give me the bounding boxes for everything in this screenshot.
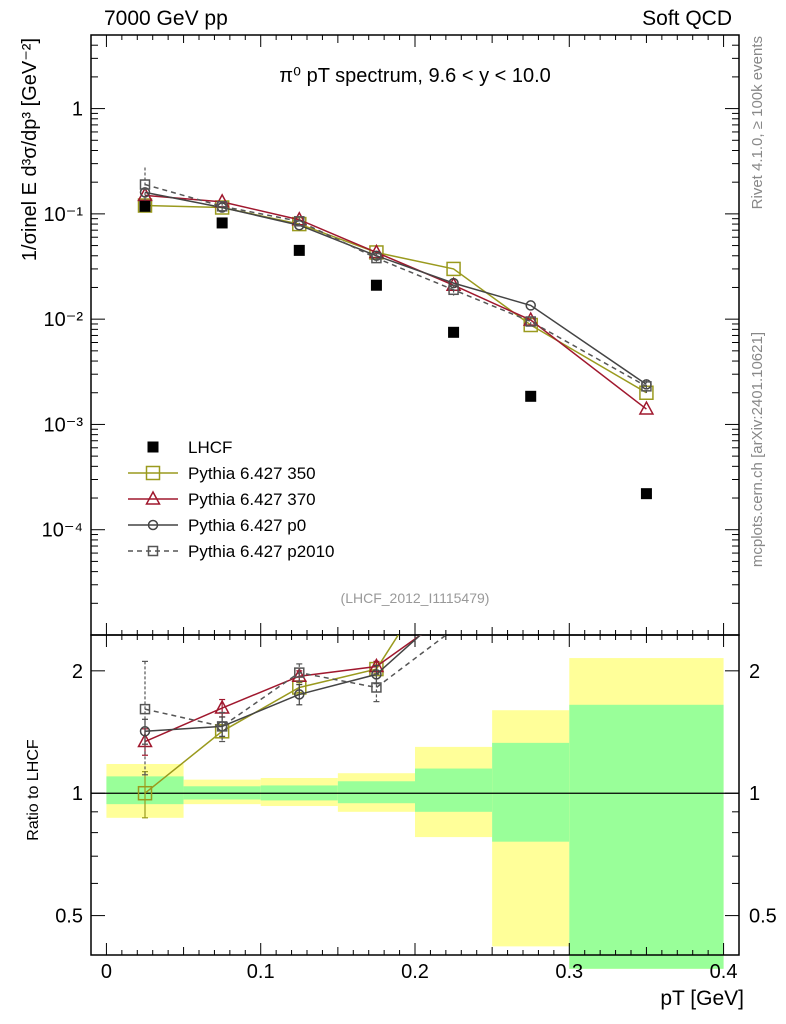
y-axis-label-ratio: Ratio to LHCF: [25, 739, 42, 841]
y-tick-label-ratio-right: 1: [749, 783, 760, 805]
legend-marker: [145, 490, 161, 505]
header-right: Soft QCD: [642, 7, 732, 30]
legend: LHCF Pythia 6.427 350 Pythia 6.427 370 Pyth…: [128, 438, 335, 561]
series-line: [144, 183, 647, 388]
data-point: [370, 279, 382, 291]
band-inner: [569, 704, 724, 969]
band-inner: [415, 768, 493, 812]
y-tick-label-ratio-right: 0.5: [749, 906, 777, 928]
legend-marker: [147, 519, 159, 531]
legend-label: LHCF: [188, 438, 232, 457]
series-point: [139, 179, 151, 190]
legend-label: Pythia 6.427 p2010: [188, 542, 335, 561]
tick-labels: 0 0.1 0.2 0.3 0.4 1 10⁻¹ 10⁻² 10⁻³ 10⁻⁴ 0.5 0.5 1 1 2 2: [42, 99, 777, 983]
legend-marker: [147, 545, 159, 557]
main-series: [137, 167, 655, 500]
series-point: [371, 252, 382, 264]
legend-marker: [145, 465, 161, 481]
legend-label: Pythia 6.427 p0: [188, 516, 306, 535]
legend-marker: [147, 441, 159, 453]
y-tick-label-main: 10⁻²: [44, 309, 84, 331]
ratio-point: [139, 703, 151, 715]
ratio-uncertainty-bands: [91, 658, 739, 969]
series-point: [216, 201, 228, 212]
x-tick-label: 0.3: [555, 961, 583, 983]
x-tick-label: 0.4: [710, 961, 738, 983]
series-point: [641, 381, 652, 392]
series-point: [446, 261, 461, 277]
analysis-tag: (LHCF_2012_I1115479): [341, 590, 490, 606]
ratio-point: [137, 785, 153, 801]
header-left: 7000 GeV pp: [104, 7, 228, 30]
series-point: [525, 316, 536, 327]
x-axis-label: pT [GeV]: [660, 987, 744, 1010]
y-tick-label-main: 10⁻⁴: [42, 520, 83, 542]
series-point: [525, 300, 536, 311]
data-point: [640, 488, 652, 500]
y-tick-label-ratio: 0.5: [55, 906, 83, 928]
y-tick-label-main: 10⁻³: [44, 414, 84, 436]
y-tick-label-main: 10⁻¹: [44, 204, 84, 226]
data-point: [525, 390, 537, 402]
series-point: [294, 216, 305, 227]
band-inner: [337, 781, 415, 804]
x-tick-label: 0.2: [401, 961, 429, 983]
ratio-point: [371, 682, 382, 693]
y-tick-label-ratio: 2: [72, 661, 83, 683]
ratio-point: [294, 689, 305, 700]
y-tick-label-ratio-right: 2: [749, 661, 760, 683]
axis-ticks: [91, 34, 739, 955]
data-point: [293, 244, 305, 256]
chart-title: π⁰ pT spectrum, 9.6 < y < 10.0: [279, 65, 551, 87]
data-point: [216, 217, 228, 229]
y-axis-label-main: 1/σinel E d³σ/dp³ [GeV⁻²]: [19, 38, 41, 261]
ratio-point: [371, 669, 382, 680]
x-tick-label: 0.1: [247, 961, 275, 983]
rivet-label: Rivet 4.1.0, ≥ 100k events: [749, 36, 766, 209]
legend-label: Pythia 6.427 370: [188, 490, 316, 509]
series-point: [448, 284, 459, 296]
y-tick-label-ratio: 1: [72, 783, 83, 805]
y-tick-label-main: 1: [72, 99, 83, 121]
mcplots-label: mcplots.cern.ch [arXiv:2401.10621]: [749, 332, 766, 567]
x-tick-label: 0: [101, 961, 112, 983]
data-point: [448, 326, 460, 338]
ratio-point: [216, 721, 228, 732]
band-inner: [492, 742, 570, 842]
legend-label: Pythia 6.427 350: [188, 464, 316, 483]
series-point: [638, 400, 655, 415]
data-point: [139, 200, 151, 212]
series-line: [144, 204, 647, 394]
ratio-point: [294, 667, 305, 678]
ratio-series: [137, 635, 448, 819]
